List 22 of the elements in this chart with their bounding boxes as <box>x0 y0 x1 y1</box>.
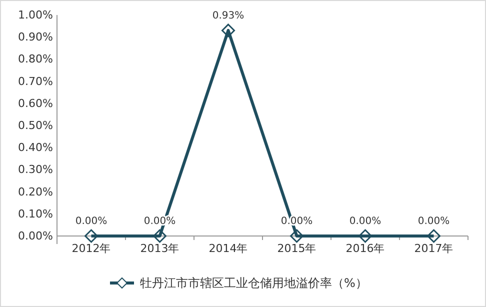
x-tick-label: 2017年 <box>414 242 454 255</box>
legend-label: 牡丹江市市辖区工业仓储用地溢价率（%） <box>140 276 368 290</box>
x-tick-label: 2012年 <box>72 242 111 255</box>
data-label: 0.00% <box>75 216 108 227</box>
x-tick-label: 2015年 <box>277 242 316 255</box>
y-tick-label: 0.30% <box>18 163 53 176</box>
y-tick-label: 0.40% <box>18 141 53 154</box>
y-tick-label: 0.10% <box>18 207 53 220</box>
y-tick-label: 0.70% <box>18 74 53 88</box>
data-label: 0.00% <box>418 216 450 227</box>
data-label: 0.00% <box>349 216 382 227</box>
y-tick-label: 0.90% <box>18 30 53 44</box>
y-tick-label: 1.00% <box>18 8 53 22</box>
y-tick-label: 0.80% <box>18 52 53 66</box>
y-tick-label: 0.60% <box>18 96 53 110</box>
x-tick-label: 2013年 <box>140 242 180 255</box>
y-tick-label: 0.00% <box>18 230 53 242</box>
x-tick-label: 2014年 <box>208 242 248 255</box>
data-label: 0.93% <box>212 10 244 22</box>
y-tick-label: 0.20% <box>18 185 53 198</box>
y-tick-label: 0.50% <box>18 119 53 132</box>
x-tick-label: 2016年 <box>346 242 385 255</box>
